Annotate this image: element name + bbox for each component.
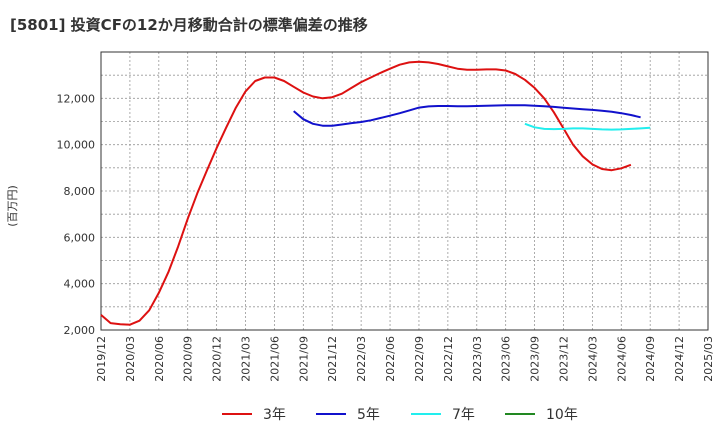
legend-label: 3年 [263,407,286,423]
x-tick-label: 2023/09 [529,336,542,382]
x-tick-label: 2022/12 [442,336,455,382]
x-tick-label: 2024/03 [586,336,599,382]
x-tick-label: 2021/03 [240,336,253,382]
x-tick-label: 2021/06 [268,336,281,382]
x-tick-label: 2023/06 [500,336,513,382]
y-tick-label: 2,000 [64,324,96,337]
x-tick-label: 2024/12 [673,336,686,382]
x-tick-label: 2021/12 [326,336,339,382]
x-tick-label: 2022/06 [384,336,397,382]
legend-label: 5年 [357,407,380,423]
x-tick-label: 2019/12 [95,336,108,382]
series-line-3年 [100,60,632,326]
y-tick-label: 4,000 [64,278,96,291]
x-tick-label: 2023/03 [471,336,484,382]
y-tick-label: 10,000 [57,139,96,152]
x-tick-label: 2020/03 [124,336,137,382]
series-line-7年 [524,122,651,131]
y-axis-label: (百万円) [6,185,19,227]
plot-frame [100,51,709,331]
legend-label: 7年 [452,407,475,423]
legend-label: 10年 [546,407,578,423]
x-tick-label: 2024/09 [644,336,657,382]
x-tick-label: 2020/09 [182,336,195,382]
x-tick-label: 2022/03 [355,336,368,382]
x-tick-label: 2025/03 [702,336,715,382]
x-tick-label: 2022/09 [413,336,426,382]
x-tick-label: 2020/06 [153,336,166,382]
y-tick-label: 6,000 [64,231,96,244]
y-tick-label: 12,000 [57,92,96,105]
series-line-5年 [293,104,641,127]
x-tick-label: 2021/09 [297,336,310,382]
x-tick-label: 2020/12 [211,336,224,382]
x-tick-label: 2024/06 [615,336,628,382]
y-tick-label: 8,000 [64,185,96,198]
x-tick-label: 2023/12 [557,336,570,382]
chart-title: [5801] 投資CFの12か月移動合計の標準偏差の推移 [10,16,368,34]
